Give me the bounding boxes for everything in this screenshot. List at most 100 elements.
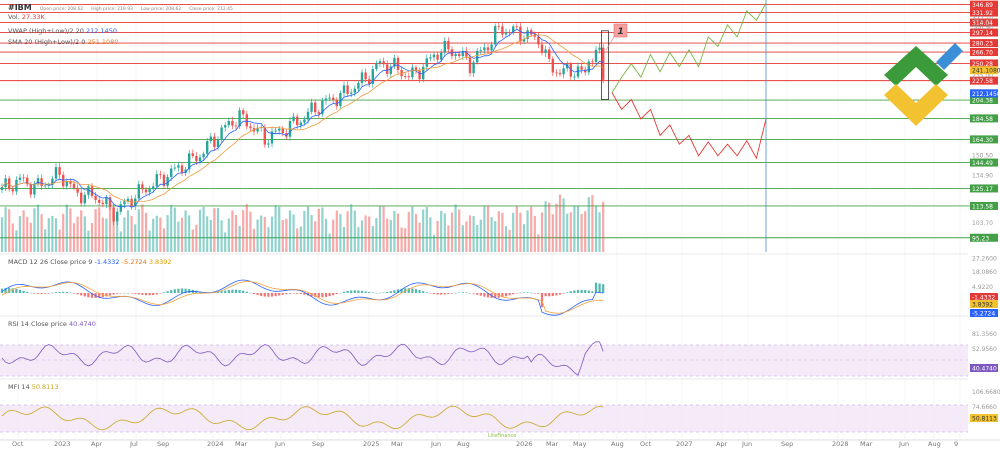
candle-body — [180, 165, 184, 173]
candle-body — [292, 116, 295, 122]
x-tick-label: May — [573, 440, 587, 448]
volume-bar — [508, 229, 511, 252]
macd-hist-bar — [123, 292, 126, 294]
volume-bar — [411, 206, 414, 252]
macd-hist-bar — [285, 293, 288, 295]
macd-hist-bar — [148, 293, 151, 296]
candle-body — [530, 30, 533, 35]
macd-hist-bar — [90, 293, 94, 298]
macd-hist-bar — [468, 292, 472, 294]
macd-hist-bar — [360, 290, 364, 293]
candle-body — [314, 102, 317, 113]
volume-bar — [101, 217, 104, 252]
volume-bar — [256, 219, 259, 252]
candle-body — [29, 184, 32, 195]
annotation-marker — [613, 23, 628, 38]
macd-hist-bar — [242, 290, 245, 293]
volume-bar — [137, 209, 140, 252]
candle-body — [242, 110, 245, 115]
candle-body — [411, 67, 414, 78]
volume-bar — [306, 206, 310, 252]
macd-hist-bar — [350, 290, 353, 293]
macd-hist-bar — [386, 291, 389, 293]
candle-body — [414, 67, 418, 71]
macd-hist-bar — [382, 292, 385, 294]
volume-bar — [130, 215, 133, 252]
macd-hist-bar — [458, 292, 461, 294]
volume-bar — [562, 198, 565, 252]
macd-hist-bar — [36, 293, 40, 294]
rsi-legend[interactable]: RSI 14 Close price 40.4740 — [8, 320, 96, 328]
macd-badge: -1.4332 — [972, 295, 995, 302]
x-tick-label: Jun — [274, 440, 285, 448]
macd-hist-bar — [278, 293, 281, 296]
macd-hist-bar — [339, 292, 342, 294]
volume-legend: Vol. 27.33K — [8, 13, 45, 21]
volume-bar — [242, 210, 245, 252]
candle-body — [166, 176, 169, 186]
candle-body — [432, 54, 436, 58]
volume-bar — [292, 214, 295, 252]
x-tick-label: Aug — [928, 440, 941, 448]
macd-hist-bar — [108, 293, 112, 296]
candle-body — [332, 97, 335, 100]
candle-body — [173, 167, 176, 169]
candle-body — [65, 181, 68, 187]
volume-bar — [598, 212, 601, 252]
vwap-legend[interactable]: VWAP (High+Low)/2 20 212.1450 — [8, 27, 117, 35]
volume-bar — [396, 213, 400, 252]
macd-badge-bg — [970, 309, 998, 317]
x-tick-label: Mar — [391, 440, 404, 448]
candle-body — [249, 126, 252, 129]
macd-hist-bar — [314, 293, 317, 297]
volume-bar — [270, 216, 274, 252]
volume-bar — [87, 230, 90, 252]
volume-bar — [8, 209, 11, 252]
macd-signal-value: -5.2724 — [121, 258, 147, 266]
volume-bar — [382, 206, 385, 252]
candle-body — [342, 85, 346, 94]
macd-hist-bar — [126, 292, 130, 294]
macd-hist-bar — [450, 293, 454, 294]
macd-hist-value: 3.8392 — [148, 258, 172, 266]
rsi-value: 40.4740 — [69, 320, 96, 328]
sma-legend[interactable]: SMA 20 (High+Low)/2 0 251.1080 — [8, 38, 118, 46]
macd-tick-label: 4.9220 — [972, 284, 993, 291]
candle-body — [22, 177, 25, 179]
candle-body — [303, 119, 306, 123]
macd-hist-bar — [224, 290, 227, 293]
candle-body — [234, 125, 238, 127]
candle-body — [461, 50, 464, 57]
macd-value: -1.4332 — [94, 258, 120, 266]
macd-hist-bar — [220, 291, 223, 293]
candle-body — [94, 195, 97, 200]
volume-bar — [202, 206, 205, 252]
volume-bar — [126, 210, 130, 252]
x-tick-label: Apr — [91, 440, 103, 448]
macd-hist-bar — [44, 293, 47, 294]
volume-bar — [188, 215, 191, 252]
macd-hist-bar — [508, 293, 511, 296]
resistance-badge-bg — [970, 76, 998, 85]
macd-hist-bar — [418, 290, 421, 293]
macd-hist-bar — [137, 293, 140, 295]
volume-bar — [231, 210, 234, 252]
macd-hist-bar — [504, 293, 508, 297]
mfi-legend[interactable]: MFI 14 50.8113 — [8, 383, 59, 391]
candle-body — [468, 56, 472, 74]
macd-hist-bar — [65, 291, 68, 293]
x-tick-label: Sep — [781, 440, 793, 448]
mfi-tick-label: 74.6660 — [972, 404, 997, 411]
macd-hist-bar — [422, 291, 425, 293]
macd-hist-bar — [584, 290, 587, 293]
volume-bar — [36, 204, 40, 252]
candle-body — [191, 153, 194, 156]
volume-bar — [393, 210, 396, 252]
macd-legend[interactable]: MACD 12 26 Close price 9 -1.4332 -5.2724… — [8, 258, 172, 266]
candle-body — [443, 40, 446, 53]
volume-bar — [195, 224, 198, 252]
candle-body — [519, 26, 522, 42]
volume-bar — [501, 212, 504, 252]
macd-hist-bar — [4, 288, 7, 293]
